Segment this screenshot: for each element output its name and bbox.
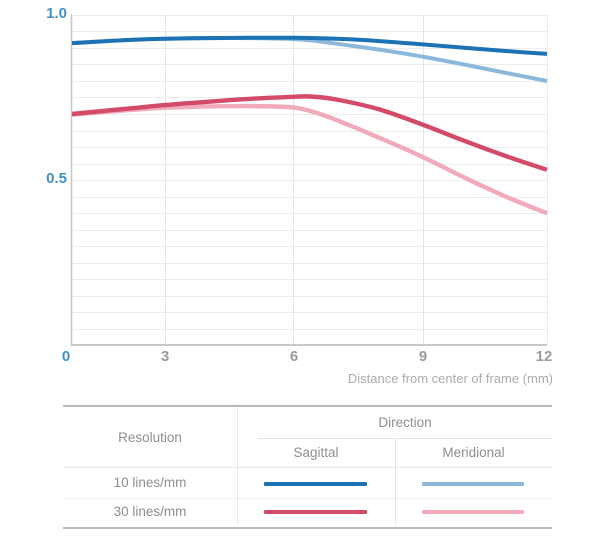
series-line-10-lines-mm-meridional xyxy=(71,35,548,83)
table-col-divider-2 xyxy=(395,438,396,525)
table-header-divider xyxy=(63,467,552,468)
x-tick-0: 0 xyxy=(61,348,71,365)
x-tick-3: 3 xyxy=(160,348,170,365)
swatch-30-sagittal xyxy=(264,510,367,514)
row-10-lines-label: 10 lines/mm xyxy=(113,475,187,490)
resolution-header: Resolution xyxy=(118,429,182,445)
x-tick-12: 12 xyxy=(535,348,553,365)
series-line-30-lines-mm-sagittal xyxy=(71,94,548,172)
sagittal-column-header: Sagittal xyxy=(293,445,339,460)
swatch-10-sagittal xyxy=(264,482,367,486)
direction-header: Direction xyxy=(378,415,432,430)
legend-table: Resolution Direction Sagittal Meridional… xyxy=(63,405,552,529)
mtf-line-chart xyxy=(70,14,548,346)
x-tick-6: 6 xyxy=(289,348,299,365)
x-axis-title: Distance from center of frame (mm) xyxy=(347,371,553,386)
series-line-10-lines-mm-sagittal xyxy=(71,35,548,56)
x-tick-9: 9 xyxy=(418,348,428,365)
direction-underline xyxy=(258,438,552,439)
y-tick-0.5: 0.5 xyxy=(46,170,67,187)
row-30-lines-label: 30 lines/mm xyxy=(113,504,187,519)
meridional-column-header: Meridional xyxy=(442,445,505,460)
swatch-10-meridional xyxy=(422,482,524,486)
table-col-divider-1 xyxy=(237,407,238,525)
table-row-divider xyxy=(63,498,552,499)
y-tick-1.0: 1.0 xyxy=(46,5,67,22)
swatch-30-meridional xyxy=(422,510,524,514)
